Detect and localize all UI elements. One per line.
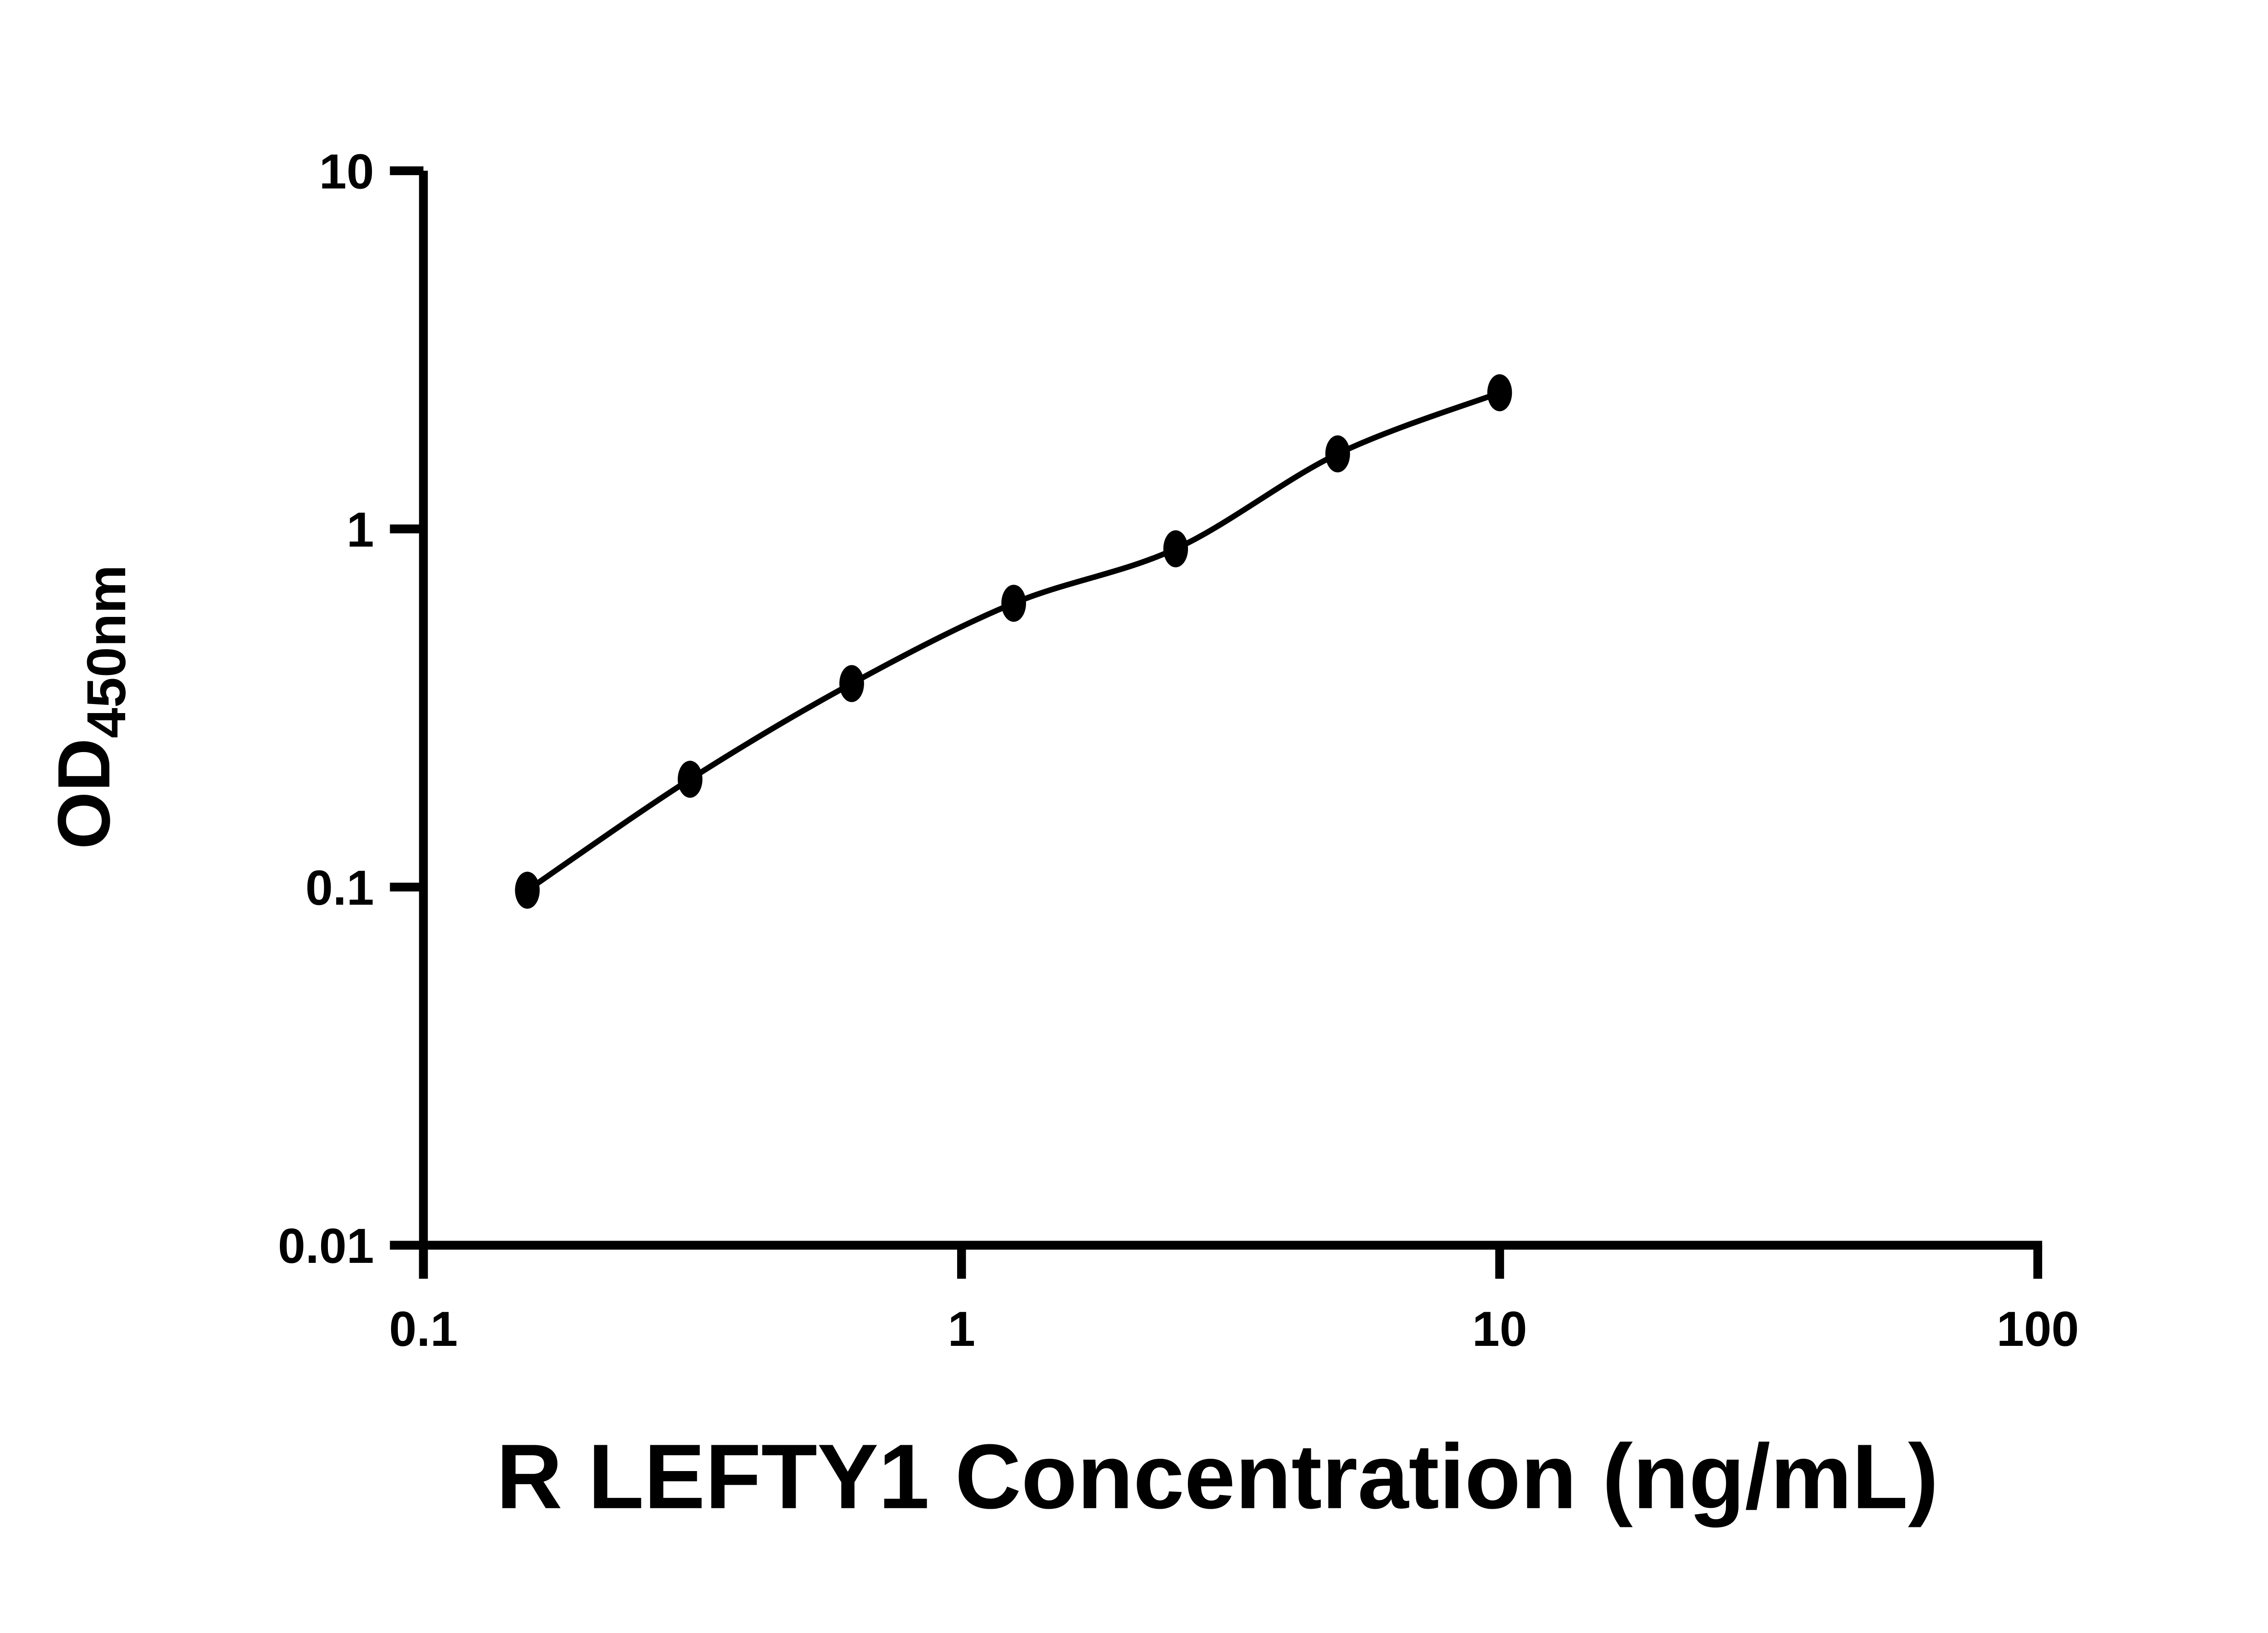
data-point-marker: [1487, 374, 1512, 411]
y-axis-title-subscript: 450nm: [76, 565, 137, 738]
data-series: [515, 374, 1512, 909]
data-point-marker: [1001, 585, 1026, 622]
x-axis-title: R LEFTY1 Concentration (ng/mL): [496, 1425, 1939, 1528]
y-tick-label: 1: [347, 502, 374, 557]
data-point-marker: [839, 665, 864, 702]
y-axis-tick-labels: 0.01 0.1 1 10: [278, 144, 374, 1274]
y-tick-label: 10: [319, 144, 374, 199]
y-tick-label: 0.1: [305, 860, 374, 915]
x-tick-label: 100: [1997, 1301, 2079, 1357]
data-point-marker: [515, 871, 540, 909]
y-axis-tick-marks: [390, 166, 424, 1250]
y-tick-label: 0.01: [278, 1218, 374, 1274]
y-axis-title: OD450nm: [42, 565, 137, 849]
x-tick-label: 0.1: [389, 1301, 458, 1357]
data-point-marker: [678, 761, 703, 798]
x-axis-tick-labels: 0.1 1 10 100: [389, 1301, 2079, 1357]
data-point-marker: [1325, 435, 1350, 473]
data-point-marker: [1163, 530, 1188, 567]
axes: [419, 171, 2043, 1279]
x-axis-tick-marks: [419, 1245, 2043, 1279]
y-axis-title-main: OD: [42, 738, 125, 849]
x-tick-label: 10: [1472, 1301, 1527, 1357]
x-tick-label: 1: [948, 1301, 976, 1357]
fitted-curve: [524, 390, 1503, 893]
